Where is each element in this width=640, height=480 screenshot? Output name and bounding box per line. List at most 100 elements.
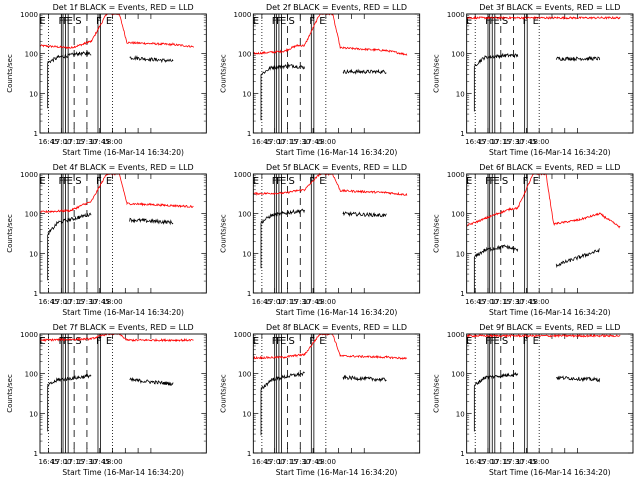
plot-title: Det 1f BLACK = Events, RED = LLD	[53, 3, 194, 12]
interval-letter: F	[309, 16, 315, 27]
interval-letter: E	[493, 16, 499, 27]
x-tick-label: 18:00	[316, 458, 336, 466]
panel-det-6: Det 6f BLACK = Events, RED = LLD Counts/s…	[433, 163, 634, 317]
x-tick-label: 17:15	[277, 298, 297, 306]
x-axis-label: Start Time (16-Mar-14 16:34:20)	[62, 148, 184, 157]
interval-letter: F	[96, 336, 102, 347]
x-tick-label: 17:00	[265, 458, 285, 466]
x-tick-label: 18:00	[316, 298, 336, 306]
y-tick-label: 1	[460, 450, 464, 458]
panel-det-8: Det 8f BLACK = Events, RED = LLD Counts/s…	[219, 323, 421, 477]
events-series-line	[474, 52, 601, 67]
plot-frame	[466, 333, 634, 454]
interval-letter: E	[253, 176, 259, 187]
x-tick-label: 17:15	[277, 458, 297, 466]
interval-letter: F	[58, 16, 64, 27]
x-tick-label: 16:45	[465, 298, 485, 306]
y-tick-label: 10	[456, 410, 465, 418]
y-axis-label: Counts/sec	[219, 374, 227, 413]
x-tick-label: 18:00	[316, 138, 336, 146]
interval-letter: F	[485, 336, 491, 347]
y-tick-label: 1000	[234, 331, 252, 339]
interval-letter: F	[63, 336, 69, 347]
interval-letter: F	[63, 16, 69, 27]
y-axis-label: Counts/sec	[6, 214, 14, 253]
interval-letter: E	[253, 336, 259, 347]
x-tick-label: 17:15	[64, 298, 84, 306]
interval-letter: E	[280, 16, 286, 27]
interval-letter: S	[75, 16, 81, 27]
interval-letter: F	[485, 16, 491, 27]
interval-letter: F	[489, 16, 495, 27]
interval-letter: E	[533, 336, 539, 347]
plot-frame	[466, 13, 634, 134]
plot-frame	[466, 173, 634, 294]
plot-frame	[252, 173, 421, 294]
plot-frame	[252, 13, 421, 134]
x-tick-label: 18:00	[102, 138, 122, 146]
panel-det-7: Det 7f BLACK = Events, RED = LLD Counts/s…	[6, 323, 207, 477]
interval-letter: S	[502, 336, 508, 347]
x-tick-label: 16:45	[465, 138, 485, 146]
x-tick-label: 17:00	[265, 298, 285, 306]
x-tick-label: 17:00	[265, 138, 285, 146]
interval-letter: E	[67, 16, 73, 27]
x-axis-label: Start Time (16-Mar-14 16:34:20)	[489, 148, 611, 157]
interval-letter: F	[96, 16, 102, 27]
x-tick-label: 18:00	[529, 298, 549, 306]
x-tick-label: 16:45	[252, 458, 272, 466]
x-axis-label: Start Time (16-Mar-14 16:34:20)	[489, 308, 611, 317]
x-tick-label: 16:45	[38, 138, 58, 146]
x-axis-label: Start Time (16-Mar-14 16:34:20)	[62, 308, 184, 317]
interval-letter: F	[96, 176, 102, 187]
x-tick-label: 17:00	[51, 298, 71, 306]
lld-series-line	[466, 15, 621, 21]
x-axis-label: Start Time (16-Mar-14 16:34:20)	[276, 308, 398, 317]
interval-letter: E	[533, 176, 539, 187]
y-tick-label: 10	[242, 410, 251, 418]
x-tick-label: 17:30	[503, 138, 523, 146]
y-tick-label: 1	[34, 130, 38, 138]
events-series-line	[260, 63, 387, 76]
interval-letter: F	[58, 336, 64, 347]
y-axis-label: Counts/sec	[6, 374, 14, 413]
x-axis-label: Start Time (16-Mar-14 16:34:20)	[276, 148, 398, 157]
x-tick-label: 17:45	[516, 458, 536, 466]
x-tick-label: 17:00	[51, 458, 71, 466]
interval-letter: F	[523, 16, 529, 27]
y-tick-label: 1000	[20, 11, 38, 19]
events-series-line	[47, 373, 174, 388]
interval-letter: E	[493, 176, 499, 187]
interval-letter: E	[106, 336, 112, 347]
interval-letter: E	[39, 336, 45, 347]
plot-frame	[39, 13, 207, 134]
interval-letter: F	[489, 176, 495, 187]
y-tick-label: 100	[451, 371, 464, 379]
x-tick-label: 17:00	[478, 458, 498, 466]
plot-title: Det 4f BLACK = Events, RED = LLD	[53, 163, 194, 172]
interval-letter: F	[276, 16, 282, 27]
events-series-line	[47, 50, 174, 64]
x-tick-label: 17:15	[491, 458, 511, 466]
interval-letter: F	[523, 176, 529, 187]
y-tick-label: 10	[456, 90, 465, 98]
y-tick-label: 1	[34, 290, 38, 298]
interval-letter: E	[280, 336, 286, 347]
y-tick-label: 1000	[20, 331, 38, 339]
x-axis-label: Start Time (16-Mar-14 16:34:20)	[276, 468, 398, 477]
panel-det-2: Det 2f BLACK = Events, RED = LLD Counts/s…	[219, 3, 421, 157]
y-axis-label: Counts/sec	[219, 54, 227, 93]
interval-letter: F	[309, 336, 315, 347]
y-tick-label: 1000	[234, 171, 252, 179]
y-tick-label: 10	[242, 250, 251, 258]
x-tick-label: 17:30	[77, 138, 97, 146]
y-axis-label: Counts/sec	[219, 214, 227, 253]
interval-letter: E	[106, 176, 112, 187]
plot-title: Det 5f BLACK = Events, RED = LLD	[266, 163, 407, 172]
events-series-line	[260, 208, 387, 224]
plot-title: Det 8f BLACK = Events, RED = LLD	[266, 323, 407, 332]
interval-letter: F	[63, 176, 69, 187]
x-tick-label: 17:30	[77, 298, 97, 306]
lld-series-line	[466, 333, 621, 338]
interval-letter: F	[276, 176, 282, 187]
